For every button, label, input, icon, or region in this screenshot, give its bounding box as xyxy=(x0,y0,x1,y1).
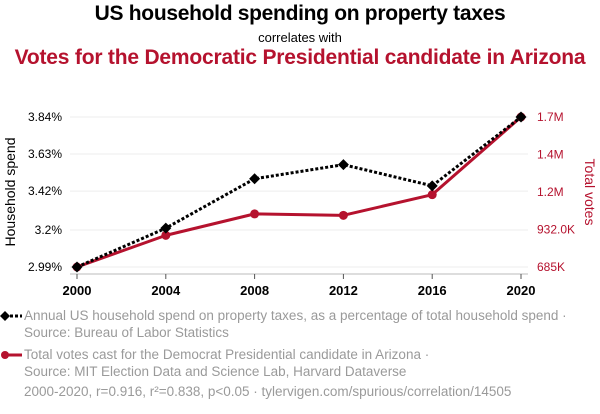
x-tick-label: 2004 xyxy=(151,283,181,298)
legend-text-votes-line1: Total votes cast for the Democrat Presid… xyxy=(24,347,430,362)
legend-marker-circle-solid-icon xyxy=(1,351,22,359)
household-spend-point xyxy=(426,180,438,192)
household-spend-point xyxy=(249,173,261,185)
household-spend-point xyxy=(71,261,83,273)
chart-title: US household spending on property taxes xyxy=(94,2,506,25)
footer-stats: 2000-2020, r=0.916, r²=0.838, p<0.05 · t… xyxy=(24,384,512,399)
x-tick-label: 2008 xyxy=(240,283,269,298)
x-tick-label: 2000 xyxy=(63,283,92,298)
y-left-ticks: 2.99% 3.2% 3.42% 3.63% 3.84% xyxy=(28,110,62,274)
y-left-tick-label: 3.63% xyxy=(28,147,62,161)
legend-item-household-spend: Annual US household spend on property ta… xyxy=(0,307,584,341)
x-tick-label: 2020 xyxy=(507,283,536,298)
chart-connector: correlates with xyxy=(258,30,342,45)
x-tick-label: 2012 xyxy=(329,283,358,298)
y-right-tick-label: 1.7M xyxy=(537,110,564,124)
gridlines xyxy=(70,116,528,268)
legend-text-votes-line2: Source: MIT Election Data and Science La… xyxy=(24,364,407,379)
series-household-spend xyxy=(71,111,527,273)
y-right-ticks: 685K 932.0K 1.2M 1.4M 1.7M xyxy=(537,110,575,274)
votes-point xyxy=(427,190,437,200)
votes-point xyxy=(250,209,260,219)
y-left-axis-title: Household spend xyxy=(2,138,18,247)
x-ticks: 2000 2004 2008 2012 2016 2020 xyxy=(63,274,536,298)
votes-point xyxy=(338,210,348,220)
y-left-tick-label: 3.42% xyxy=(28,184,62,198)
y-right-axis-title: Total votes xyxy=(582,159,598,226)
votes-line xyxy=(76,115,522,269)
chart-subtitle: Votes for the Democratic Presidential ca… xyxy=(14,46,586,69)
x-tick-label: 2016 xyxy=(418,283,447,298)
y-right-tick-label: 1.2M xyxy=(537,185,564,199)
household-spend-point xyxy=(515,111,527,123)
household-spend-point xyxy=(160,222,172,234)
y-left-tick-label: 3.2% xyxy=(35,223,63,237)
y-left-tick-label: 2.99% xyxy=(28,260,62,274)
household-spend-point xyxy=(337,159,349,171)
y-left-tick-label: 3.84% xyxy=(28,110,62,124)
votes-point xyxy=(161,230,171,240)
series-votes xyxy=(72,112,526,272)
y-right-tick-label: 685K xyxy=(537,260,565,274)
y-right-tick-label: 932.0K xyxy=(537,223,575,237)
legend-item-votes: Total votes cast for the Democrat Presid… xyxy=(1,346,584,380)
household-spend-line xyxy=(76,115,522,269)
y-right-tick-label: 1.4M xyxy=(537,148,564,162)
legend-text-household-spend: Annual US household spend on property ta… xyxy=(24,308,567,340)
legend-marker-diamond-dotted-icon xyxy=(0,311,22,321)
